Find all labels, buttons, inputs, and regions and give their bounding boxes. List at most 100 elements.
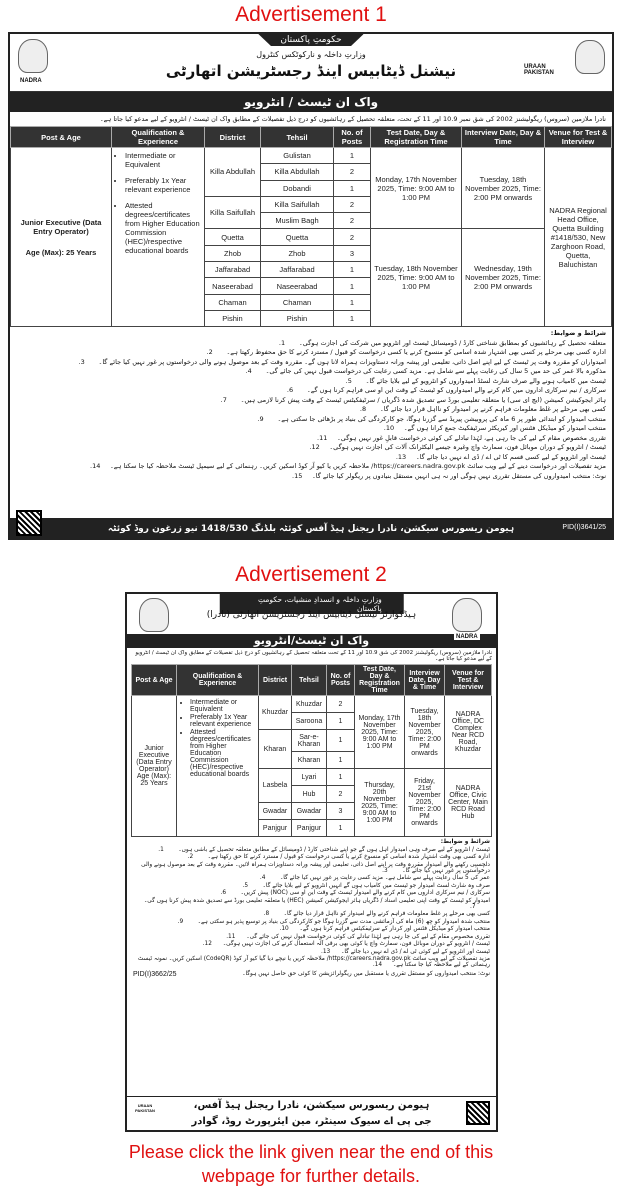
- condition-text: مزید تفصیلات کے لیے ویب سائٹ https://car…: [137, 956, 490, 968]
- qr-code-icon[interactable]: [16, 510, 42, 536]
- tehsil: Killa Abdullah: [260, 163, 334, 181]
- condition-item: تقرری مخصوص مقام کے لیے کی جا رہی ہے لہٰ…: [133, 934, 490, 940]
- condition-number: 11.: [317, 433, 328, 442]
- district: Zhob: [204, 244, 261, 263]
- posts-count: 1: [326, 729, 355, 752]
- condition-text: عمر کی 5 سال رعایت پہلے سے شامل ہے۔ مزید…: [279, 875, 490, 881]
- district: Kharan: [258, 729, 292, 769]
- condition-number: 1.: [278, 338, 286, 347]
- column-header: Interview Date, Day & Time: [461, 126, 545, 148]
- ad1-title: Advertisement 1: [235, 3, 387, 26]
- table-row: Panjgur Panjgur 1: [132, 819, 492, 837]
- conditions: شرائط و ضوابط: ٹیسٹ / انٹرویو کے لیے صرف…: [127, 837, 496, 979]
- tehsil: Quetta: [260, 228, 334, 246]
- condition-item: ہائر ایجوکیشن کمیشن (ایچ ای سی) یا متعلق…: [16, 396, 606, 404]
- district: Khuzdar: [258, 695, 292, 730]
- test-date: Tuesday, 18th November 2025, Time: 9:00 …: [370, 228, 462, 328]
- pid: PID(I)3641/25: [562, 524, 606, 531]
- gov-label: حکومتِ پاکستان: [258, 34, 364, 46]
- qualification-list: Intermediate or Equivalent Preferably 1x …: [115, 151, 201, 255]
- posts-count: 1: [326, 819, 355, 837]
- condition-text: منتخب امیدوار کو میڈیکل فٹنس اور کردار ک…: [299, 926, 490, 932]
- uraan-pakistan-logo: URAAN PAKISTAN: [135, 1103, 155, 1113]
- condition-number: 7.: [220, 395, 227, 404]
- condition-text: دلچسپی رکھنے والے امیدوار مقررہ وقت پر ا…: [141, 861, 490, 874]
- condition-number: 1.: [158, 846, 164, 853]
- tehsil: Gwadar: [291, 802, 327, 820]
- condition-item: کسی بھی مرحلے پر غلط معلومات فراہم کرنے …: [133, 911, 490, 917]
- condition-number: 7.: [470, 903, 476, 910]
- posts-count: 2: [326, 785, 355, 803]
- district: Quetta: [204, 228, 261, 246]
- footnote: Please click the link given near the end…: [128, 1142, 494, 1186]
- district: Killa Saifullah: [204, 195, 261, 230]
- nadra-emblem-icon: [452, 598, 482, 632]
- posts-count: 1: [333, 146, 371, 165]
- conditions-title: شرائط و ضوابط:: [550, 329, 606, 338]
- tehsil: Muslim Bagh: [260, 212, 334, 230]
- venue: NADRA Office, Civic Center, Main RCD Roa…: [444, 768, 492, 837]
- column-header: District: [204, 126, 261, 148]
- district: Naseerabad: [204, 277, 261, 295]
- table-row: Zhob Zhob 3: [11, 244, 612, 263]
- condition-item: منتخب امیدوار کو میڈیکل فٹنس اور کردار ک…: [133, 926, 490, 932]
- column-header: Test Date, Day & Registration Time: [370, 126, 462, 148]
- condition-text: صرف وہ شارٹ لسٹ امیدوار جو ٹیسٹ میں کامی…: [262, 882, 490, 889]
- footer-address: ہیومن ریسورس سیکشن، نادرا ریجنل ہیڈ آفس …: [107, 524, 515, 534]
- org-name: ہیڈکوارٹر نیشنل ڈیٹابیس اینڈ رجسٹریشن ات…: [206, 610, 417, 620]
- condition-number: 10.: [383, 424, 395, 433]
- condition-text: منتخب امیدوار کو میڈیکل فٹنس اور کیریکٹر…: [403, 424, 606, 433]
- condition-item: سرکاری / نیم سرکاری اداروں میں کام کرنے …: [16, 386, 606, 394]
- condition-text: منتخب شدہ امیدوار کو چھ (6) ماہ کی آزمائ…: [197, 918, 490, 925]
- condition-item: سرکاری / نیم سرکاری اداروں میں کام کرنے …: [133, 890, 490, 896]
- posts-count: 2: [333, 195, 371, 214]
- condition-number: 8.: [263, 911, 270, 917]
- column-header: No. of Posts: [326, 664, 355, 696]
- posts-count: 1: [326, 768, 355, 786]
- condition-item: ٹیسٹ اور انٹرویو کے لیے کسی قسم کا ٹی اے…: [16, 453, 606, 461]
- banner: واک ان ٹیسٹ / انٹرویو: [10, 92, 612, 112]
- condition-text: کسی بھی مرحلے پر غلط معلومات فراہم کرنے …: [283, 911, 490, 917]
- qr-code-icon[interactable]: [466, 1101, 490, 1125]
- table-row: Saroona 1: [132, 712, 492, 730]
- table-row: Lasbela Lyari 1 Thursday, 20th November 202…: [132, 768, 492, 837]
- condition-item: نوٹ: منتخب امیدواروں کی مستقل تقرری نہیں…: [16, 472, 606, 480]
- district: Chaman: [204, 293, 261, 311]
- condition-number: 15.: [291, 471, 303, 480]
- condition-item: صرف وہ شارٹ لسٹ امیدوار جو ٹیسٹ میں کامی…: [133, 883, 490, 889]
- column-header: District: [258, 664, 292, 696]
- qualifications: Intermediate or EquivalentPreferably 1x …: [176, 695, 259, 837]
- condition-text: ٹیسٹ / انٹرویو کے دوران موبائل فون، سمار…: [329, 443, 606, 452]
- tehsil: Gulistan: [260, 146, 334, 165]
- condition-text: ادارہ کسی بھی مرحلے پر کسی بھی اشتہار شد…: [226, 348, 606, 357]
- posts-table: Post & Age Qualification & Experience Dist…: [10, 126, 612, 328]
- tehsil: Sar-e-Kharan: [291, 729, 327, 752]
- column-header: Tehsil: [260, 126, 334, 148]
- column-header: Venue for Test & Interview: [544, 126, 612, 148]
- interview-date: Tuesday, 18th November 2025, Time: 2:00 …: [404, 695, 445, 769]
- intro-text: نادرا ملازمین (سروس) ریگولیشنز 2002 کی ش…: [99, 115, 606, 123]
- tehsil: Hub: [291, 785, 327, 803]
- posts-table: Post & Age Qualification & Experience Dist…: [131, 664, 492, 837]
- conditions: شرائط و ضوابط: متعلقہ تحصیل کے رہائشیوں …: [10, 327, 612, 483]
- condition-text: امیدوار کو ٹیسٹ کے وقت اپنی تعلیمی اسناد…: [143, 897, 490, 904]
- column-header: Qualification & Experience: [176, 664, 259, 696]
- test-date: Monday, 17th November 2025, Time: 9:00 A…: [370, 146, 462, 230]
- tehsil: Pishin: [260, 309, 334, 328]
- condition-number: 2.: [206, 348, 213, 357]
- condition-item: متعلقہ تحصیل کے رہائشیوں کو بمطابق شناخت…: [16, 339, 606, 347]
- advertisement-2: وزارتِ داخلہ و انسدادِ منشیات، حکومتِ پا…: [125, 592, 498, 1132]
- intro-text: نادرا ملازمین (سروس) ریگولیشنز 2002 کی ش…: [135, 650, 492, 662]
- district: Killa Abdullah: [204, 147, 261, 197]
- org-name: نیشنل ڈیٹابیس اینڈ رجسٹریشن اتھارٹی: [165, 62, 457, 80]
- condition-text: متعلقہ تحصیل کے رہائشیوں کو بمطابق شناخت…: [298, 338, 606, 347]
- condition-number: 12.: [309, 443, 320, 452]
- condition-text: ٹیسٹ میں کامیاب ہونے والے صرف شارٹ لسٹڈ …: [365, 376, 606, 385]
- qualification-item: Attested degrees/certificates from Highe…: [125, 201, 201, 255]
- table-row: Killa Saifullah Killa Saifullah 2: [11, 195, 612, 230]
- condition-number: 4.: [259, 875, 266, 881]
- condition-text: ہائر ایجوکیشن کمیشن (ایچ ای سی) یا متعلق…: [240, 395, 606, 404]
- condition-number: 4.: [245, 367, 252, 376]
- column-header: Post & Age: [10, 126, 112, 148]
- condition-number: 14.: [372, 962, 383, 968]
